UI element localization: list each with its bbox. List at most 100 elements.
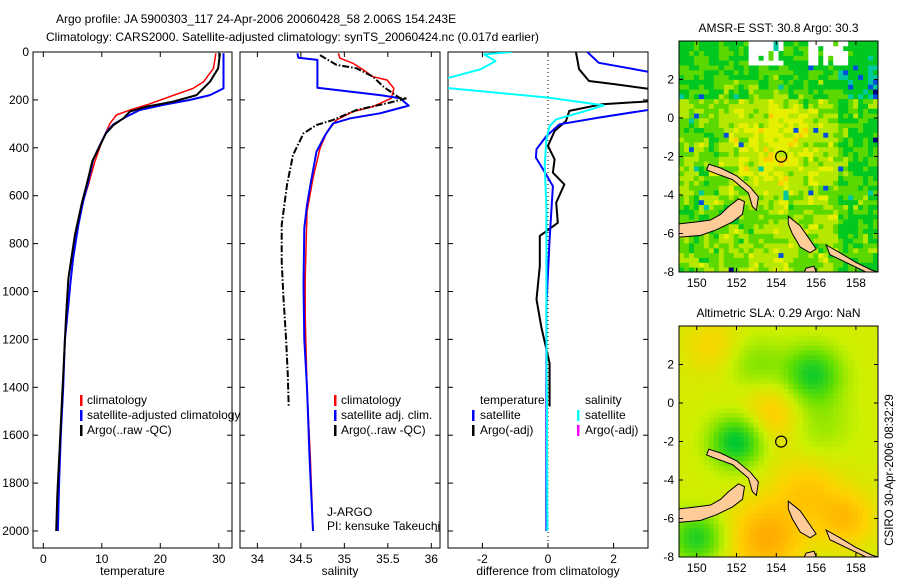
series-line-satellite-adjusted — [296, 53, 410, 532]
map-cell — [733, 407, 740, 414]
map-cell — [703, 103, 710, 109]
map-cell — [788, 252, 794, 258]
map-cell — [723, 185, 730, 191]
map-cell — [803, 484, 809, 491]
map-cell — [708, 359, 715, 365]
map-cell — [758, 326, 764, 332]
map-cell — [698, 50, 705, 56]
map-cell — [783, 69, 789, 76]
map-cell — [803, 219, 809, 225]
map-cell — [873, 166, 878, 172]
map-cell — [793, 185, 799, 191]
map-cell — [828, 151, 834, 157]
map-cell — [703, 417, 710, 423]
map-cell — [813, 122, 819, 129]
map-cell — [873, 484, 878, 491]
map-cell — [768, 412, 774, 418]
map-cell — [803, 369, 809, 375]
map-cell — [818, 195, 824, 201]
map-cell — [753, 41, 759, 47]
map-cell — [873, 262, 878, 268]
map-cell — [778, 451, 784, 457]
map-cell — [728, 537, 735, 543]
map-cell — [758, 378, 764, 385]
map-cell — [783, 243, 789, 249]
map-cell — [813, 180, 819, 186]
map-cell — [823, 185, 829, 191]
map-cell — [748, 60, 755, 66]
map-cell — [833, 398, 839, 404]
map-cell — [679, 262, 685, 268]
map-cell — [798, 475, 804, 481]
map-cell — [683, 45, 690, 52]
map-cell — [738, 417, 745, 423]
map-cell — [858, 161, 864, 167]
map-cell — [753, 118, 759, 124]
map-cell — [693, 45, 700, 52]
map-cell — [758, 422, 764, 428]
map-cell — [858, 537, 864, 543]
map-cell — [858, 166, 864, 172]
map-cell — [713, 84, 720, 90]
map-cell — [853, 499, 859, 505]
map-cell — [828, 364, 834, 370]
map-cell — [768, 335, 774, 341]
map-cell — [868, 393, 874, 399]
map-cell — [713, 340, 720, 346]
map-cell — [768, 214, 774, 220]
map-cell — [783, 431, 789, 438]
map-cell — [858, 45, 864, 52]
map-cell — [823, 398, 829, 404]
map-cell — [683, 93, 690, 100]
map-cell — [858, 228, 864, 234]
map-cell — [688, 180, 695, 186]
map-cell — [679, 108, 685, 114]
map-cell — [679, 146, 685, 153]
map-cell — [693, 431, 700, 438]
map-cell — [833, 142, 839, 148]
map-cell — [848, 180, 854, 186]
legend-swatch — [80, 425, 83, 436]
map-cell — [708, 403, 715, 409]
map-cell — [858, 431, 864, 438]
map-cell — [808, 65, 814, 71]
map-cell — [778, 185, 784, 191]
map-cell — [698, 407, 705, 414]
map-cell — [858, 65, 864, 71]
map-cell — [763, 233, 769, 239]
map-cell — [733, 542, 740, 548]
map-cell — [833, 122, 839, 129]
map-cell — [778, 523, 784, 529]
map-cell — [843, 190, 849, 196]
map-cell — [748, 137, 755, 143]
map-cell — [803, 108, 809, 114]
map-cell — [823, 247, 829, 254]
map-cell — [778, 383, 784, 389]
map-cell — [848, 393, 854, 399]
map-cell — [868, 508, 874, 515]
map-cell — [838, 93, 844, 100]
map-cell — [873, 552, 878, 557]
map-cell — [868, 103, 874, 109]
map-cell — [858, 89, 864, 95]
map-cell — [863, 156, 869, 162]
map-cell — [773, 113, 779, 119]
map-cell — [693, 484, 700, 491]
map-cell — [843, 369, 849, 375]
map-cell — [803, 223, 809, 230]
map-cell — [758, 252, 764, 258]
map-cell — [753, 156, 759, 162]
map-cell — [723, 146, 730, 153]
map-cell — [753, 113, 759, 119]
map-cell — [758, 407, 764, 414]
map-cell — [848, 98, 854, 104]
map-cell — [758, 74, 764, 80]
map-cell — [788, 412, 794, 418]
map-cell — [868, 354, 874, 361]
map-cell — [798, 74, 804, 80]
map-cell — [868, 431, 874, 438]
map-cell — [758, 228, 764, 234]
map-cell — [813, 542, 819, 548]
map-cell — [863, 427, 869, 433]
map-cell — [763, 219, 769, 225]
